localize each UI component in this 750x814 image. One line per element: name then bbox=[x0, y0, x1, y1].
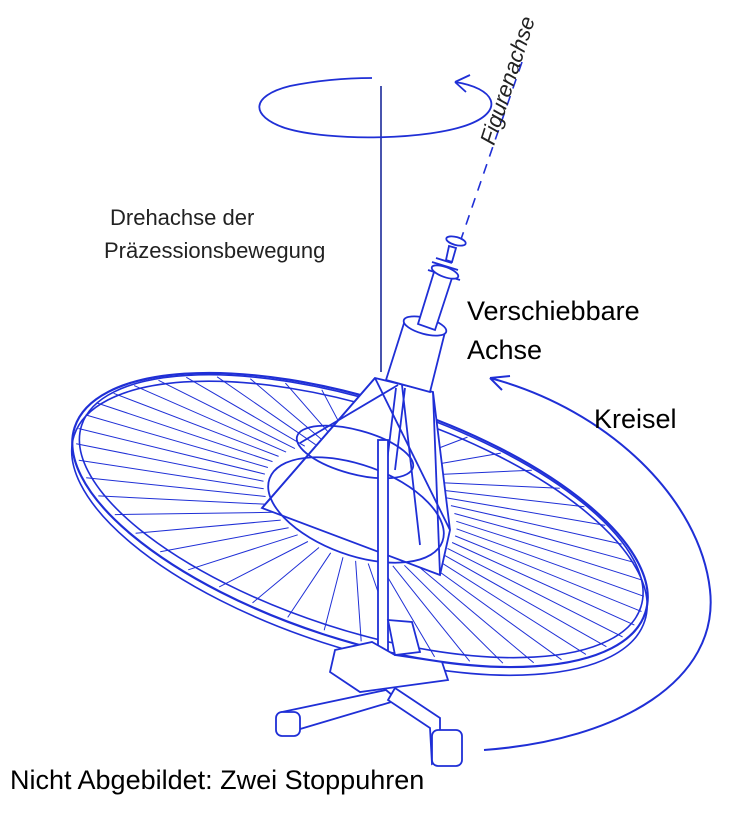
wheel-spoke bbox=[86, 477, 266, 497]
wheel-spoke bbox=[355, 560, 362, 642]
wheel-spoke bbox=[97, 402, 273, 463]
wheel-spoke bbox=[287, 552, 332, 618]
wheel-spoke bbox=[160, 527, 289, 553]
precession-rotation-arrow bbox=[258, 77, 493, 139]
wheel-spoke bbox=[78, 459, 264, 490]
wheel-spoke bbox=[414, 563, 535, 664]
wheel-spoke bbox=[85, 414, 269, 468]
wheel-spoke bbox=[133, 385, 287, 453]
wheel-spoke bbox=[218, 541, 309, 588]
wheel-spoke bbox=[447, 547, 623, 638]
wheel-spoke bbox=[433, 557, 587, 655]
footer-note: Nicht Abgebildet: Zwei Stoppuhren bbox=[10, 765, 425, 795]
movable-axis-label-line1: Verschiebbare bbox=[467, 296, 640, 326]
wheel-spoke bbox=[456, 528, 644, 597]
wheel-spoke bbox=[158, 379, 296, 450]
wheel-spoke bbox=[454, 535, 642, 612]
wheel-spoke bbox=[380, 564, 436, 658]
wheel-spoke bbox=[456, 520, 642, 581]
precession-axis-label-line1: Drehachse der bbox=[110, 205, 255, 230]
wheel-spoke bbox=[454, 513, 634, 563]
wheel-spoke bbox=[188, 534, 298, 571]
wheel-spoke bbox=[249, 378, 328, 445]
wheel-spoke bbox=[76, 443, 264, 482]
wheel-spoke bbox=[113, 392, 279, 457]
wheel-spoke bbox=[98, 495, 270, 505]
wheel-spoke bbox=[445, 497, 606, 526]
movable-axis bbox=[384, 235, 467, 394]
wheel-spoke bbox=[450, 505, 622, 545]
gyroscope-label: Kreisel bbox=[594, 404, 677, 434]
wheel-spoke bbox=[252, 547, 320, 604]
precession-arrowhead-icon bbox=[454, 74, 471, 93]
wheel-spoke bbox=[451, 542, 635, 626]
gyroscope-rotation-arrow bbox=[483, 377, 712, 751]
wheel-spoke bbox=[431, 481, 560, 489]
wheel-spoke bbox=[439, 489, 585, 508]
wheel-spoke bbox=[424, 560, 562, 661]
wheel-spoke bbox=[441, 553, 607, 648]
movable-axis-label-line2: Achse bbox=[467, 335, 543, 365]
wheel-spoke bbox=[114, 511, 275, 516]
wheel-spoke bbox=[186, 376, 306, 447]
wheel-spoke bbox=[392, 565, 471, 662]
wheel-spokes bbox=[76, 376, 644, 664]
gyroscope-arrowhead-icon bbox=[489, 375, 511, 391]
wheel-spoke bbox=[135, 519, 281, 534]
center-post bbox=[377, 439, 389, 669]
wheel-spoke bbox=[404, 564, 504, 664]
precession-axis-label-line2: Präzessionsbewegung bbox=[104, 238, 326, 263]
hub-cone bbox=[260, 376, 451, 577]
wheel-spoke bbox=[323, 557, 344, 631]
base-stand bbox=[275, 619, 463, 767]
wheel-spoke bbox=[78, 428, 266, 475]
figure-axis-line bbox=[457, 61, 523, 249]
